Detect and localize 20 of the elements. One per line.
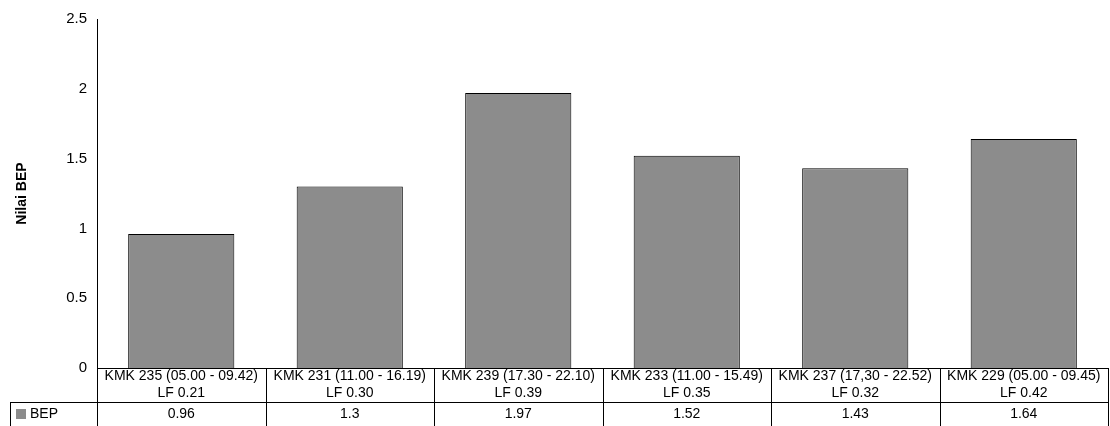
y-tick-label: 0.5 [66,288,87,306]
legend-label: BEP [30,404,59,421]
data-label: 1.97 [504,404,533,421]
data-label: 1.64 [1010,404,1038,421]
data-label: 0.96 [167,404,196,421]
x-tick-label: KMK 235 (05.00 - 09.42) LF 0.21 [104,367,258,401]
data-label: 1.3 [340,404,360,421]
x-tick-label: KMK 231 (11.00 - 16.19) LF 0.30 [273,367,426,401]
x-tick-label: KMK 233 (11.00 - 15.49) LF 0.35 [610,367,763,401]
data-label: 1.52 [673,404,701,421]
y-tick-label: 2 [78,78,87,96]
y-tick-label: 1.5 [66,148,87,166]
x-tick-label: KMK 239 (17.30 - 22.10) LF 0.39 [441,367,595,401]
y-tick-label: 0 [78,358,87,376]
y-tick-label: 2.5 [66,9,87,27]
x-tick-label: KMK 229 (05.00 - 09.45) LF 0.42 [947,367,1101,401]
data-label: 1.43 [841,404,870,421]
x-tick-label: KMK 237 (17,30 - 22.52) LF 0.32 [778,367,932,401]
y-axis-title: Nilai BEP [13,162,30,225]
y-tick-label: 1 [78,218,87,236]
